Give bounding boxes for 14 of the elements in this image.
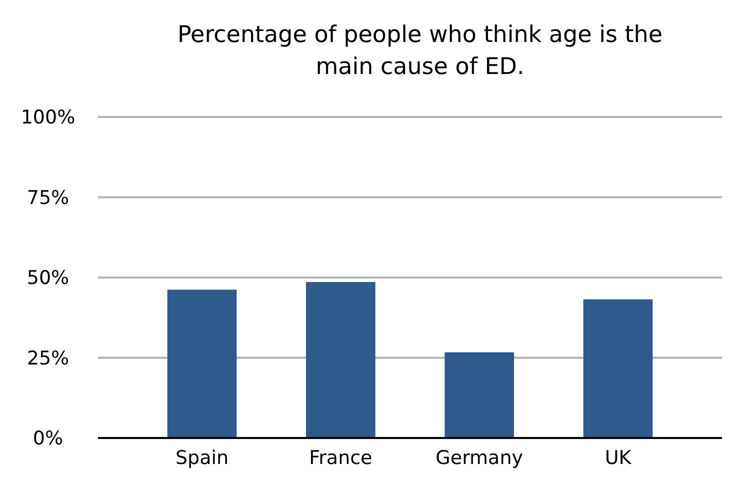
y-tick-label: 50%	[26, 267, 70, 290]
bar	[306, 282, 376, 438]
chart-title: Percentage of people who think age is the main cause of ED.	[178, 22, 662, 80]
y-tick-label: 25%	[26, 347, 70, 370]
x-tick-label: Spain	[175, 447, 229, 469]
bar	[167, 290, 237, 438]
bar	[444, 352, 514, 438]
x-tick-label: UK	[604, 447, 632, 469]
y-tick-label: 100%	[20, 106, 76, 129]
x-tick-label: France	[309, 447, 372, 469]
y-tick-label: 0%	[32, 428, 64, 450]
bar	[583, 299, 653, 438]
y-tick-label: 75%	[26, 186, 70, 209]
x-tick-label: Germany	[436, 447, 523, 469]
